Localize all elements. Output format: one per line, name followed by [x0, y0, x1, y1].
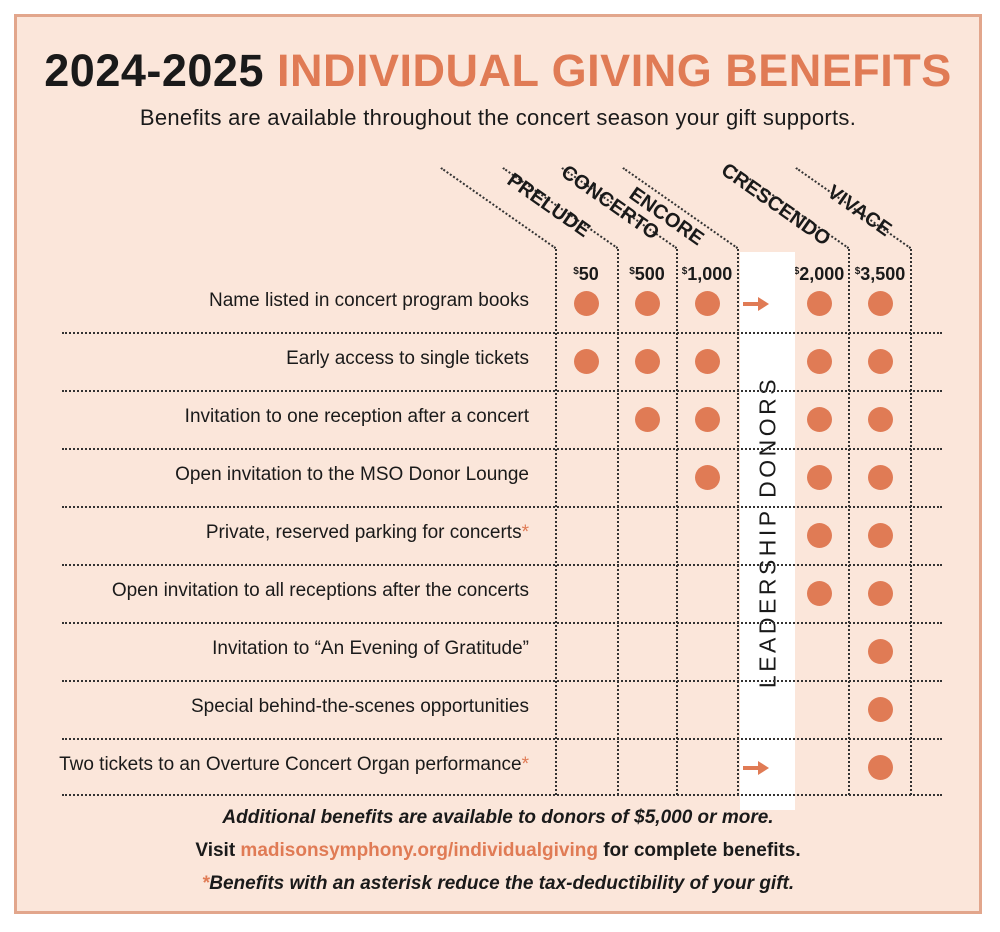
column-divider — [910, 249, 912, 795]
benefit-dot-concerto — [634, 290, 660, 316]
row-divider — [62, 448, 942, 450]
row-divider — [62, 506, 942, 508]
benefit-dot-crescendo — [806, 522, 832, 548]
benefit-label: Private, reserved parking for concerts* — [205, 522, 529, 543]
benefit-dot-encore — [694, 464, 720, 490]
column-divider — [676, 249, 678, 795]
benefit-dot-crescendo — [806, 290, 832, 316]
tier-amount-concerto: $500 — [629, 264, 665, 284]
benefit-dot-encore — [694, 406, 720, 432]
tier-amount-encore: $1,000 — [681, 264, 733, 284]
tier-amount-vivace: $3,500 — [854, 264, 906, 284]
benefit-dot-vivace — [867, 290, 893, 316]
benefit-dot-encore — [694, 348, 720, 374]
benefit-dot-vivace — [867, 522, 893, 548]
column-divider — [555, 249, 557, 795]
benefit-label: Early access to single tickets — [286, 348, 529, 369]
benefit-dot-prelude — [573, 348, 599, 374]
column-divider — [737, 249, 739, 795]
benefit-dot-vivace — [867, 406, 893, 432]
footer-note-asterisk: *Benefits with an asterisk reduce the ta… — [201, 873, 795, 894]
benefit-dot-concerto — [634, 406, 660, 432]
benefit-label: Open invitation to all receptions after … — [111, 580, 529, 601]
benefit-dot-concerto — [634, 348, 660, 374]
giving-benefits-card: 2024-2025 INDIVIDUAL GIVING BENEFITS Ben… — [14, 14, 982, 914]
page-subtitle: Benefits are available throughout the co… — [139, 105, 857, 130]
benefit-label: Open invitation to the MSO Donor Lounge — [175, 464, 529, 485]
giving-link[interactable]: madisonsymphony.org/individualgiving — [240, 840, 598, 861]
benefit-label: Special behind-the-scenes opportunities — [191, 696, 529, 717]
row-divider — [62, 738, 942, 740]
footer-note-additional: Additional benefits are available to don… — [222, 807, 774, 828]
benefit-label: Name listed in concert program books — [209, 290, 529, 311]
title-year: 2024-2025 — [44, 45, 264, 96]
benefit-label: Invitation to one reception after a conc… — [184, 406, 529, 427]
row-divider — [62, 794, 942, 796]
benefit-dot-prelude — [573, 290, 599, 316]
leadership-donors-band — [740, 252, 795, 810]
row-divider — [62, 564, 942, 566]
benefit-dot-crescendo — [806, 406, 832, 432]
page-title: 2024-2025 INDIVIDUAL GIVING BENEFITS — [17, 45, 979, 97]
benefit-label: Invitation to “An Evening of Gratitude” — [212, 638, 529, 659]
benefit-dot-vivace — [867, 696, 893, 722]
leadership-donors-label: LEADERSHIP DONORS — [754, 375, 781, 689]
tier-amount-crescendo: $2,000 — [793, 264, 845, 284]
row-divider — [62, 332, 942, 334]
tier-name-crescendo: CRESCENDO — [716, 159, 835, 251]
benefit-dot-vivace — [867, 464, 893, 490]
benefit-dot-vivace — [867, 348, 893, 374]
benefit-dot-vivace — [867, 580, 893, 606]
right-arrow-icon — [743, 297, 769, 311]
benefit-dot-crescendo — [806, 580, 832, 606]
tier-amount-prelude: $50 — [573, 264, 599, 284]
footer-note-visit: Visit madisonsymphony.org/individualgivi… — [195, 840, 801, 861]
row-divider — [62, 622, 942, 624]
benefit-dot-vivace — [867, 754, 893, 780]
row-divider — [62, 390, 942, 392]
benefit-dot-vivace — [867, 638, 893, 664]
row-divider — [62, 680, 942, 682]
benefit-dot-encore — [694, 290, 720, 316]
benefit-dot-crescendo — [806, 348, 832, 374]
column-divider — [617, 249, 619, 795]
benefit-label: Two tickets to an Overture Concert Organ… — [59, 754, 529, 775]
column-divider — [848, 249, 850, 795]
right-arrow-icon — [743, 761, 769, 775]
benefit-dot-crescendo — [806, 464, 832, 490]
title-main: INDIVIDUAL GIVING BENEFITS — [276, 45, 952, 96]
